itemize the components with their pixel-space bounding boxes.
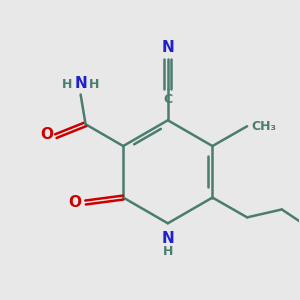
Text: CH₃: CH₃ (251, 120, 276, 133)
Text: N: N (161, 231, 174, 246)
Text: N: N (161, 40, 174, 55)
Text: H: H (163, 245, 173, 258)
Text: O: O (69, 195, 82, 210)
Text: N: N (74, 76, 87, 91)
Text: H: H (61, 78, 72, 91)
Text: H: H (89, 78, 100, 91)
Text: C: C (163, 92, 172, 106)
Text: O: O (40, 127, 53, 142)
